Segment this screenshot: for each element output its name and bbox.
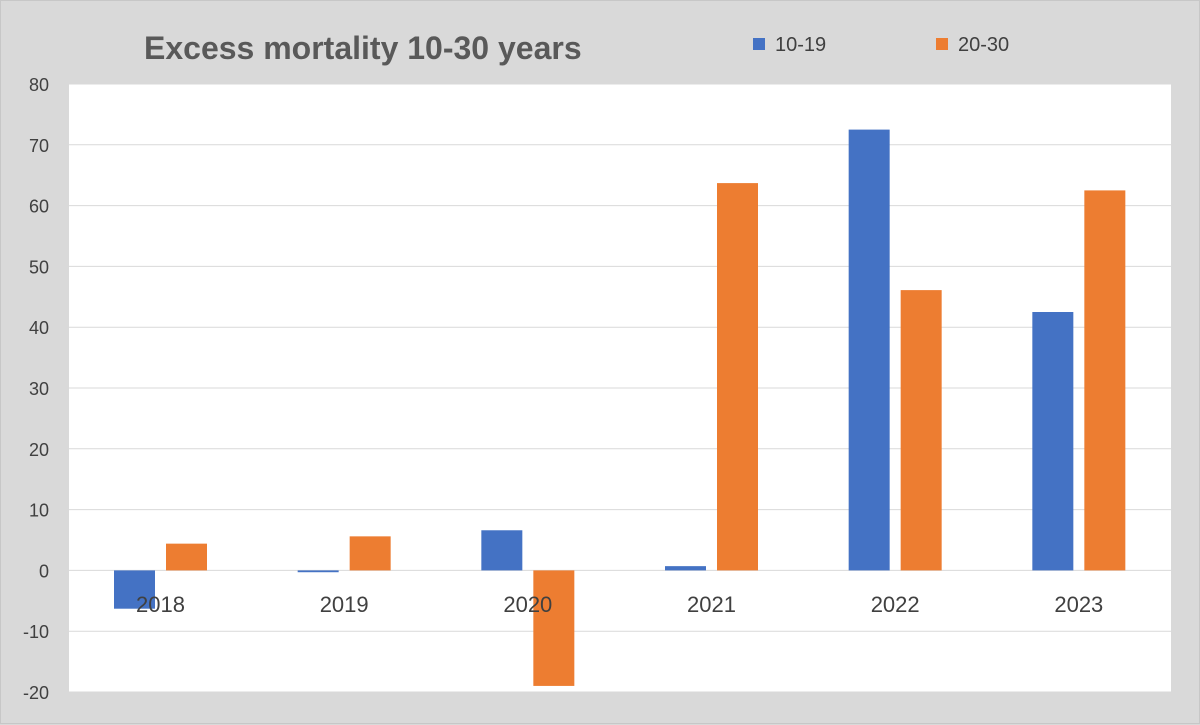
- y-axis-ticks: -20 -10 0 10 20 30 40 50 60 70 80: [23, 75, 49, 703]
- bars: [114, 129, 1126, 686]
- y-tick-label: 10: [29, 501, 49, 521]
- bar-20-30-2023: [1084, 190, 1126, 571]
- bar-10-19-2020: [481, 530, 523, 571]
- chart-title: Excess mortality 10-30 years: [144, 30, 582, 66]
- y-tick-label: 0: [39, 561, 49, 581]
- y-tick-label: 60: [29, 197, 49, 217]
- bar-10-19-2021: [665, 566, 706, 571]
- y-tick-label: 20: [29, 440, 49, 460]
- bar-20-30-2022: [900, 290, 942, 571]
- y-tick-label: 50: [29, 257, 49, 277]
- gridlines: [69, 83, 1171, 693]
- bar-20-30-2019: [349, 536, 391, 571]
- legend-swatch-10-19: [753, 38, 765, 50]
- bar-10-19-2019: [297, 570, 339, 573]
- legend: 10-19 20-30: [753, 34, 1009, 56]
- legend-swatch-20-30: [936, 38, 948, 50]
- y-tick-label: 40: [29, 318, 49, 338]
- x-tick-label: 2019: [320, 592, 369, 617]
- x-axis-ticks: 2018 2019 2020 2021 2022 2023: [136, 592, 1103, 617]
- legend-label-20-30: 20-30: [958, 34, 1009, 56]
- x-tick-label: 2018: [136, 592, 185, 617]
- y-tick-label: 80: [29, 75, 49, 95]
- y-tick-label: -10: [23, 622, 49, 642]
- y-tick-label: -20: [23, 683, 49, 703]
- legend-label-10-19: 10-19: [775, 34, 826, 56]
- bar-20-30-2018: [166, 543, 207, 571]
- bar-20-30-2021: [717, 183, 758, 571]
- bar-10-19-2023: [1032, 312, 1074, 571]
- bar-10-19-2022: [848, 129, 890, 571]
- y-tick-label: 30: [29, 379, 49, 399]
- bar-20-30-2020: [533, 570, 575, 686]
- x-tick-label: 2022: [871, 592, 920, 617]
- x-tick-label: 2020: [503, 592, 552, 617]
- x-tick-label: 2021: [687, 592, 736, 617]
- bar-10-19-2018: [114, 570, 155, 609]
- y-tick-label: 70: [29, 136, 49, 156]
- x-tick-label: 2023: [1054, 592, 1103, 617]
